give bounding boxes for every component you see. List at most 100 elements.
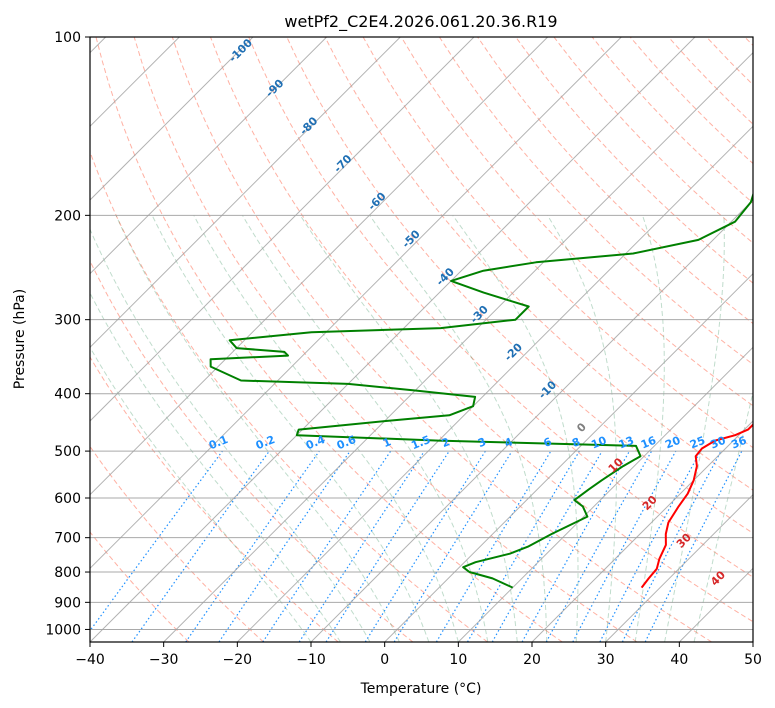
isotherm (90, 37, 401, 349)
y-tick-label: 700 (54, 531, 81, 547)
mixing-ratio-line (545, 450, 653, 642)
mixing-ratio-label: 20 (663, 434, 682, 452)
dry-adiabat (95, 37, 563, 642)
x-tick-label: −30 (149, 652, 179, 668)
mixing-ratio-label: 36 (729, 434, 748, 452)
dry-adiabat (744, 37, 753, 47)
dry-adiabat (553, 37, 753, 244)
mixing-ratio-label: 2 (440, 435, 452, 450)
isotherm-label: -10 (536, 378, 559, 401)
mixing-ratio-line (325, 450, 450, 642)
isotherm-label: -20 (502, 340, 525, 363)
dry-adiabat (515, 37, 753, 284)
isotherm-label: -50 (400, 227, 423, 250)
moist-adiabat (452, 215, 579, 642)
x-tick-label: −20 (223, 652, 253, 668)
x-tick-label: 20 (523, 652, 541, 668)
isotherm-label: -70 (331, 152, 354, 175)
isotherm-label: -60 (365, 190, 388, 213)
mixing-ratio-line (131, 450, 270, 642)
isotherm (90, 37, 328, 275)
y-tick-label: 900 (54, 595, 81, 611)
dry-adiabat (362, 37, 753, 449)
dry-adiabat (90, 150, 488, 642)
dry-adiabat (210, 37, 753, 623)
moist-adiabat (634, 215, 665, 642)
y-tick-label: 1000 (45, 622, 81, 638)
y-axis-title: Pressure (hPa) (12, 289, 28, 389)
mixing-ratio-label: 3 (476, 435, 488, 450)
isotherm-label: 40 (708, 568, 728, 588)
dry-adiabat (400, 37, 753, 407)
isotherm (384, 272, 753, 642)
moist-adiabat (193, 215, 459, 642)
mixing-ratio-label: 0.6 (335, 433, 358, 452)
x-tick-label: 40 (670, 652, 688, 668)
dry-adiabat (324, 37, 753, 491)
mixing-ratio-line (435, 450, 552, 642)
x-tick-label: 30 (597, 652, 615, 668)
x-axis-title: Temperature (°C) (360, 681, 482, 697)
mixing-ratio-line (621, 450, 722, 642)
y-tick-label: 300 (54, 313, 81, 329)
mixing-ratio-line (185, 450, 320, 642)
x-tick-label: 10 (449, 652, 467, 668)
isotherm (457, 346, 753, 642)
mixing-ratio-line (393, 450, 513, 642)
mixing-ratio-line (218, 450, 351, 642)
mixing-ratio-label: 6 (542, 435, 554, 450)
y-tick-label: 200 (54, 208, 81, 224)
isotherm-label: -100 (226, 36, 255, 65)
mixing-ratio-label: 13 (617, 434, 636, 452)
mixing-ratio-line (466, 450, 580, 642)
moist-adiabat (115, 215, 400, 642)
moist-adiabat (90, 292, 341, 642)
y-tick-label: 500 (54, 444, 81, 460)
mixing-ratio-label: 1 (381, 435, 393, 450)
moist-adiabat (664, 215, 725, 642)
moist-adiabat (547, 215, 617, 642)
mixing-ratio-label: 10 (589, 434, 608, 452)
isotherm-label: 10 (606, 455, 626, 475)
isotherm (90, 37, 696, 642)
dry-adiabat (90, 531, 190, 642)
x-tick-label: 50 (744, 652, 762, 668)
dry-adiabat (133, 37, 638, 642)
dry-adiabat (668, 37, 753, 125)
mixing-ratio-line (90, 450, 223, 632)
dry-adiabat (90, 356, 339, 642)
isotherm-label: 0 (574, 420, 589, 435)
moist-adiabat (299, 215, 518, 642)
temperature-line (640, 423, 753, 589)
chart-title: wetPf2_C2E4.2026.061.20.36.R19 (284, 12, 557, 32)
mixing-ratio-line (572, 450, 677, 642)
mixing-ratio-label: 30 (709, 434, 728, 452)
isotherm (310, 199, 753, 642)
moist-adiabat (693, 390, 753, 642)
y-tick-label: 400 (54, 387, 81, 403)
moist-adiabat (90, 346, 312, 642)
dry-adiabat (90, 259, 414, 642)
isotherm (90, 37, 622, 570)
plot-frame (89, 36, 754, 643)
x-tick-label: 0 (380, 652, 389, 668)
mixing-ratio-line (644, 450, 743, 642)
isotherm (605, 493, 753, 642)
dry-adiabat (477, 37, 753, 325)
y-tick-label: 800 (54, 565, 81, 581)
dry-adiabat (90, 445, 264, 642)
x-tick-label: −10 (296, 652, 326, 668)
moist-adiabat (151, 215, 430, 642)
y-tick-label: 600 (54, 491, 81, 507)
dry-adiabat (438, 37, 753, 366)
isotherm (531, 420, 753, 642)
x-axis: −40 −30 −20 −10 0 10 20 30 40 50 (75, 642, 762, 668)
dewpoint-line (209, 191, 753, 589)
dry-adiabat (248, 37, 753, 578)
mixing-ratio-label: 8 (570, 435, 582, 450)
plot-area: -100-90-80-70-60-50-40-30-20-10010203040… (90, 36, 753, 642)
mixing-ratio-line (521, 450, 631, 642)
y-tick-label: 100 (54, 30, 81, 46)
isotherm (163, 51, 753, 642)
